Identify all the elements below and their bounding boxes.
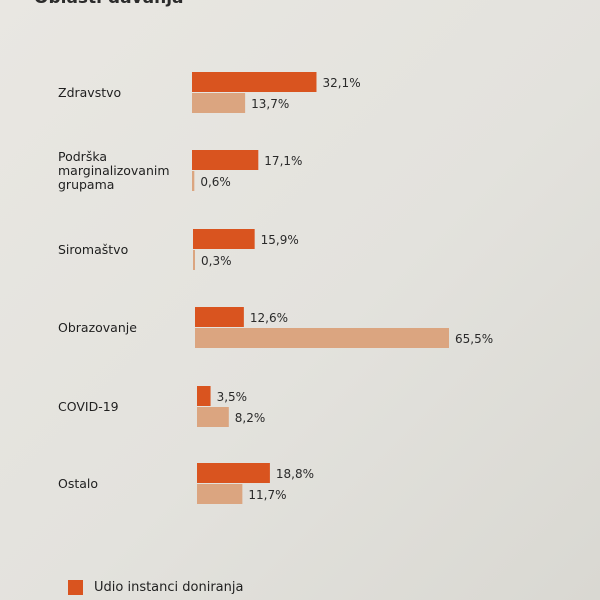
bar-secondary (197, 484, 243, 504)
category-label: Zdravstvo (58, 85, 121, 100)
bar-donations (193, 229, 255, 249)
bar-donations (197, 386, 211, 406)
value-label: 8,2% (235, 411, 265, 425)
value-label: 13,7% (251, 97, 289, 111)
bar-secondary (192, 171, 195, 191)
value-label: 15,9% (261, 233, 299, 247)
legend-swatch-donations (68, 580, 83, 595)
bar-donations (197, 463, 270, 483)
category-label: Siromaštvo (58, 242, 128, 257)
value-label: 12,6% (250, 311, 288, 325)
value-label: 65,5% (455, 332, 493, 346)
value-label: 17,1% (264, 154, 302, 168)
chart-title: Oblasti davanja (34, 0, 184, 8)
bar-chart: Zdravstvo 32,1% 13,7% Podrška marginalizovan… (58, 72, 493, 504)
bar-donations (192, 72, 317, 92)
bar-secondary (197, 407, 229, 427)
bar-secondary (193, 250, 195, 270)
bar-secondary (192, 93, 246, 113)
value-label: 0,3% (201, 254, 232, 268)
category-label: COVID-19 (58, 399, 119, 414)
legend: Udio instanci doniranja (68, 580, 243, 595)
category-label: Podrška marginalizovanim grupama (58, 149, 170, 192)
value-label: 11,7% (248, 488, 286, 502)
legend-label-donations: Udio instanci doniranja (94, 580, 244, 595)
value-label: 0,6% (200, 175, 231, 189)
value-label: 32,1% (322, 76, 360, 90)
category-label: Ostalo (58, 476, 98, 491)
category-label: Obrazovanje (58, 320, 137, 335)
bar-donations (195, 307, 244, 327)
value-label: 3,5% (217, 390, 248, 404)
bar-secondary (195, 328, 449, 348)
bar-donations (192, 150, 259, 170)
value-label: 18,8% (276, 467, 314, 481)
